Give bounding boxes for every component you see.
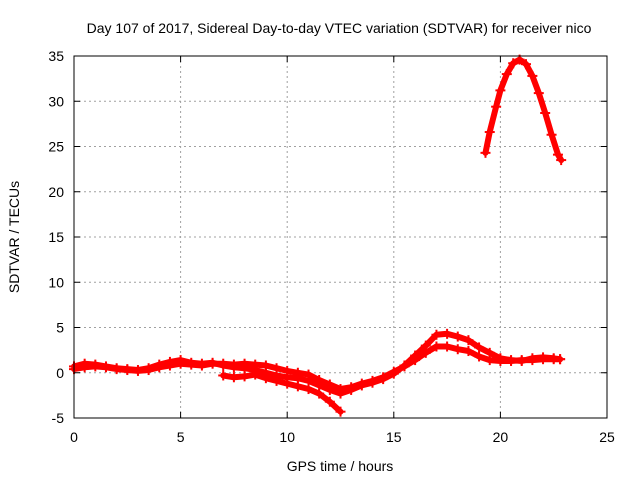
data-point: [480, 147, 491, 158]
data-point: [100, 361, 111, 372]
data-point: [335, 406, 346, 417]
data-point: [218, 370, 229, 381]
y-axis-label: SDTVAR / TECUs: [6, 181, 22, 293]
data-point: [175, 355, 186, 366]
series-group: [69, 54, 567, 417]
data-point: [431, 341, 442, 352]
data-point: [186, 357, 197, 368]
data-point: [260, 373, 271, 384]
y-tick-label: 20: [48, 184, 64, 200]
x-tick-label: 0: [70, 429, 78, 445]
data-point: [324, 396, 335, 407]
data-point: [442, 328, 453, 339]
data-point: [335, 388, 346, 399]
x-tick-label: 25: [599, 429, 615, 445]
data-point: [388, 368, 399, 379]
x-axis-label: GPS time / hours: [287, 458, 394, 474]
data-point: [527, 70, 538, 81]
data-point: [533, 88, 544, 99]
data-point: [111, 363, 122, 374]
data-point: [410, 350, 421, 361]
data-point: [463, 346, 474, 357]
ticks: 0 5 10 15 20 25 -5 0 5 10 15 20 25 30 35: [48, 48, 615, 445]
data-point: [250, 369, 261, 380]
data-point: [495, 85, 506, 96]
data-point: [282, 378, 293, 389]
y-tick-label: 35: [48, 48, 64, 64]
y-tick-label: 5: [56, 320, 64, 336]
data-point: [520, 59, 531, 70]
data-point: [207, 357, 218, 368]
data-point: [228, 372, 239, 383]
x-tick-label: 20: [493, 429, 509, 445]
y-tick-label: 25: [48, 139, 64, 155]
data-point: [516, 355, 527, 366]
x-tick-label: 10: [279, 429, 295, 445]
data-point: [378, 374, 389, 385]
y-tick-label: 30: [48, 93, 64, 109]
data-point: [271, 375, 282, 386]
data-point: [546, 129, 557, 140]
data-point: [540, 108, 551, 119]
data-point: [495, 353, 506, 364]
data-point: [452, 331, 463, 342]
data-point: [218, 360, 229, 371]
data-point: [552, 149, 563, 160]
data-point: [346, 384, 357, 395]
data-point: [324, 384, 335, 395]
data-point: [239, 371, 250, 382]
y-tick-label: 0: [56, 365, 64, 381]
data-point: [538, 352, 549, 363]
data-point: [90, 359, 101, 370]
data-point: [463, 335, 474, 346]
data-point: [303, 384, 314, 395]
y-tick-label: 10: [48, 274, 64, 290]
data-point: [474, 351, 485, 362]
data-point: [491, 101, 502, 112]
data-point: [292, 381, 303, 392]
data-point: [484, 127, 495, 138]
data-point: [399, 360, 410, 371]
data-point: [132, 365, 143, 376]
x-tick-label: 5: [177, 429, 185, 445]
data-point: [314, 388, 325, 399]
data-point: [420, 340, 431, 351]
data-point: [367, 377, 378, 388]
data-point: [508, 58, 519, 69]
series-lower-branch: [218, 369, 346, 417]
data-point: [555, 354, 566, 365]
data-point: [79, 358, 90, 369]
y-tick-label: 15: [48, 229, 64, 245]
data-point: [442, 341, 453, 352]
data-point: [501, 69, 512, 80]
data-point: [228, 362, 239, 373]
data-point: [556, 155, 567, 166]
x-tick-label: 15: [386, 429, 402, 445]
chart-title: Day 107 of 2017, Sidereal Day-to-day VTE…: [87, 20, 592, 36]
data-point: [506, 355, 517, 366]
data-point: [431, 329, 442, 340]
data-point: [122, 364, 133, 375]
data-point: [484, 347, 495, 358]
data-point: [196, 358, 207, 369]
data-point: [474, 342, 485, 353]
data-point: [527, 353, 538, 364]
data-point: [356, 380, 367, 391]
grid: [74, 56, 607, 418]
data-point: [452, 344, 463, 355]
data-point: [164, 356, 175, 367]
y-tick-label: -5: [52, 410, 65, 426]
data-point: [143, 363, 154, 374]
data-point: [154, 359, 165, 370]
series-peak-arc: [480, 54, 567, 166]
